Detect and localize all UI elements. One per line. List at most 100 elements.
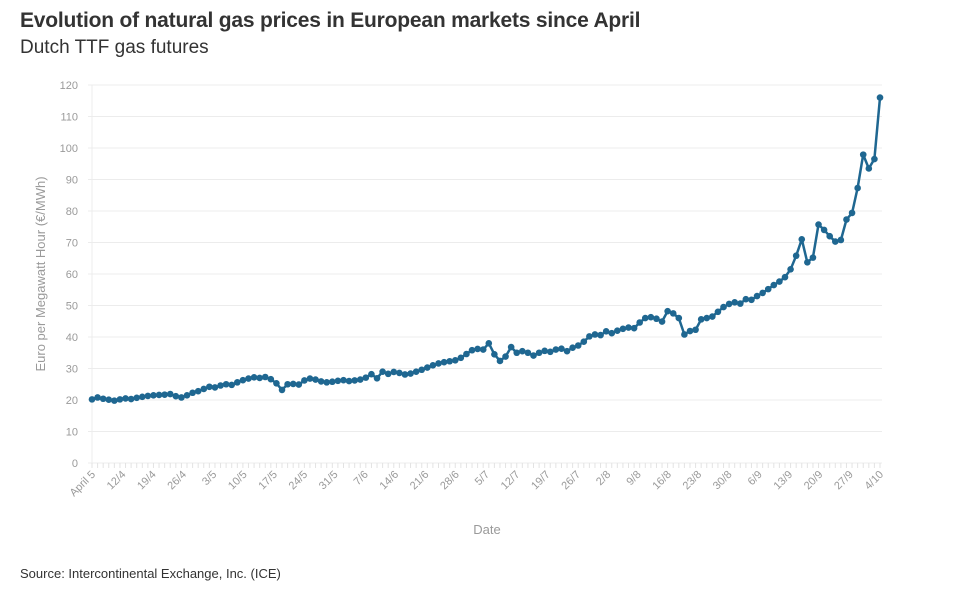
data-point[interactable] bbox=[837, 236, 845, 244]
data-point[interactable] bbox=[826, 232, 834, 240]
data-point[interactable] bbox=[306, 375, 314, 382]
data-point[interactable] bbox=[770, 281, 778, 289]
data-point[interactable] bbox=[625, 324, 632, 331]
data-point[interactable] bbox=[396, 369, 403, 377]
data-point[interactable] bbox=[99, 395, 107, 403]
data-point[interactable] bbox=[239, 376, 247, 384]
data-point[interactable] bbox=[111, 397, 118, 404]
data-point[interactable] bbox=[502, 353, 509, 360]
data-point[interactable] bbox=[586, 333, 593, 340]
data-point[interactable] bbox=[356, 376, 364, 383]
data-point[interactable] bbox=[273, 380, 280, 387]
data-point[interactable] bbox=[317, 378, 325, 385]
data-point[interactable] bbox=[323, 379, 331, 386]
data-point[interactable] bbox=[636, 319, 643, 326]
data-point[interactable] bbox=[351, 377, 358, 384]
data-point[interactable] bbox=[362, 374, 370, 381]
data-point[interactable] bbox=[474, 345, 481, 353]
data-point[interactable] bbox=[267, 375, 275, 383]
data-point[interactable] bbox=[530, 352, 537, 359]
data-point[interactable] bbox=[138, 393, 146, 401]
data-point[interactable] bbox=[614, 327, 621, 335]
data-point[interactable] bbox=[776, 278, 783, 285]
data-point[interactable] bbox=[608, 329, 616, 337]
data-point[interactable] bbox=[630, 324, 638, 332]
data-point[interactable] bbox=[552, 346, 560, 353]
data-point[interactable] bbox=[541, 347, 548, 355]
data-point[interactable] bbox=[641, 314, 649, 322]
data-point[interactable] bbox=[468, 346, 476, 354]
data-point[interactable] bbox=[211, 384, 219, 391]
data-point[interactable] bbox=[446, 357, 453, 365]
data-point[interactable] bbox=[312, 376, 319, 383]
data-point[interactable] bbox=[217, 382, 224, 389]
data-point[interactable] bbox=[524, 349, 532, 357]
data-point[interactable] bbox=[692, 326, 699, 334]
data-point[interactable] bbox=[736, 300, 744, 307]
data-point[interactable] bbox=[150, 391, 157, 399]
data-point[interactable] bbox=[569, 344, 576, 352]
data-point[interactable] bbox=[418, 366, 426, 374]
data-point[interactable] bbox=[848, 209, 856, 217]
data-point[interactable] bbox=[435, 360, 442, 367]
data-point[interactable] bbox=[457, 354, 465, 362]
data-point[interactable] bbox=[155, 391, 163, 399]
data-point[interactable] bbox=[681, 331, 688, 338]
data-point[interactable] bbox=[748, 296, 755, 304]
data-point[interactable] bbox=[619, 325, 627, 333]
data-point[interactable] bbox=[720, 303, 727, 311]
data-point[interactable] bbox=[401, 371, 409, 378]
data-point[interactable] bbox=[602, 328, 610, 335]
data-point[interactable] bbox=[591, 331, 599, 338]
data-point[interactable] bbox=[329, 378, 336, 386]
data-point[interactable] bbox=[340, 376, 347, 384]
data-point[interactable] bbox=[429, 362, 437, 369]
data-point[interactable] bbox=[451, 357, 459, 364]
data-point[interactable] bbox=[256, 374, 263, 382]
data-point[interactable] bbox=[820, 226, 828, 234]
data-point[interactable] bbox=[535, 349, 543, 357]
data-point[interactable] bbox=[161, 391, 168, 398]
data-point[interactable] bbox=[831, 238, 839, 245]
data-point[interactable] bbox=[368, 370, 375, 378]
data-point[interactable] bbox=[440, 358, 448, 366]
data-point[interactable] bbox=[753, 292, 761, 300]
data-point[interactable] bbox=[725, 300, 733, 308]
data-point[interactable] bbox=[345, 377, 353, 385]
data-point[interactable] bbox=[222, 380, 230, 388]
data-point[interactable] bbox=[379, 368, 386, 375]
data-point[interactable] bbox=[843, 216, 850, 223]
data-point[interactable] bbox=[871, 155, 878, 163]
data-point[interactable] bbox=[463, 350, 470, 358]
data-point[interactable] bbox=[658, 318, 666, 325]
data-point[interactable] bbox=[558, 345, 565, 352]
data-point[interactable] bbox=[854, 184, 861, 192]
data-point[interactable] bbox=[234, 379, 241, 386]
data-point[interactable] bbox=[301, 377, 308, 384]
data-point[interactable] bbox=[664, 307, 671, 315]
data-point[interactable] bbox=[876, 94, 884, 101]
data-point[interactable] bbox=[172, 392, 180, 400]
data-point[interactable] bbox=[122, 395, 129, 402]
data-point[interactable] bbox=[289, 380, 297, 388]
data-point[interactable] bbox=[412, 368, 420, 375]
data-point[interactable] bbox=[597, 331, 604, 339]
data-point[interactable] bbox=[697, 316, 705, 323]
data-point[interactable] bbox=[686, 327, 694, 335]
data-point[interactable] bbox=[865, 165, 873, 172]
data-point[interactable] bbox=[228, 381, 236, 389]
data-point[interactable] bbox=[334, 377, 342, 385]
data-point[interactable] bbox=[764, 285, 772, 293]
data-point[interactable] bbox=[519, 347, 526, 355]
data-point[interactable] bbox=[485, 340, 493, 347]
data-point[interactable] bbox=[479, 346, 487, 353]
data-point[interactable] bbox=[88, 396, 96, 403]
data-point[interactable] bbox=[424, 364, 431, 371]
data-point[interactable] bbox=[127, 395, 135, 403]
data-point[interactable] bbox=[384, 370, 392, 378]
data-point[interactable] bbox=[703, 314, 711, 322]
data-point[interactable] bbox=[194, 387, 202, 395]
data-point[interactable] bbox=[407, 370, 414, 377]
data-point[interactable] bbox=[792, 252, 800, 260]
data-point[interactable] bbox=[245, 375, 252, 382]
